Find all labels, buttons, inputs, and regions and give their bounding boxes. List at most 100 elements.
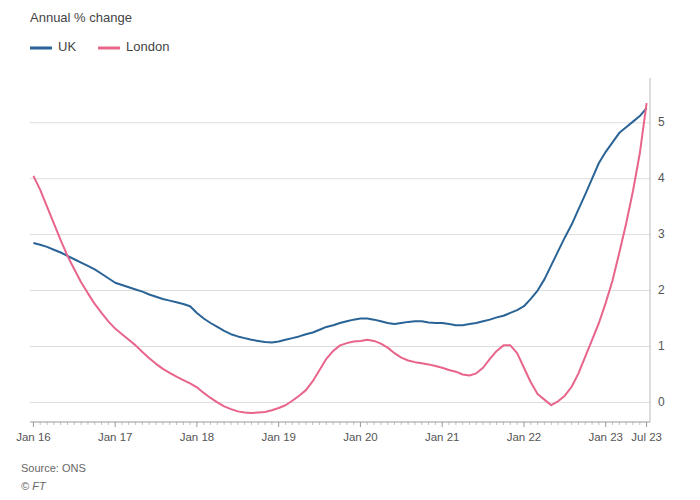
legend-label: London — [126, 39, 169, 54]
x-minor-tick — [551, 422, 552, 425]
x-tick — [646, 422, 647, 427]
x-minor-tick — [244, 422, 245, 425]
legend-swatch — [30, 47, 52, 50]
chart: 012345Jan 16Jan 17Jan 18Jan 19Jan 20Jan … — [0, 0, 700, 500]
x-minor-tick — [585, 422, 586, 425]
x-minor-tick — [408, 422, 409, 425]
x-minor-tick — [578, 422, 579, 425]
x-minor-tick — [612, 422, 613, 425]
x-minor-tick — [101, 422, 102, 425]
x-minor-tick — [319, 422, 320, 425]
x-minor-tick — [510, 422, 511, 425]
grid-line — [30, 122, 650, 123]
x-minor-tick — [428, 422, 429, 425]
x-minor-tick — [53, 422, 54, 425]
x-minor-tick — [394, 422, 395, 425]
x-minor-tick — [469, 422, 470, 425]
x-tick-label: Jan 16 — [16, 431, 51, 443]
x-minor-tick — [305, 422, 306, 425]
x-minor-tick — [401, 422, 402, 425]
x-minor-tick — [203, 422, 204, 425]
x-minor-tick — [598, 422, 599, 425]
x-minor-tick — [312, 422, 313, 425]
y-tick-label: 3 — [658, 227, 665, 241]
x-minor-tick — [285, 422, 286, 425]
x-minor-tick — [489, 422, 490, 425]
x-minor-tick — [421, 422, 422, 425]
x-minor-tick — [626, 422, 627, 425]
x-minor-tick — [380, 422, 381, 425]
x-minor-tick — [537, 422, 538, 425]
x-minor-tick — [367, 422, 368, 425]
x-minor-tick — [94, 422, 95, 425]
x-minor-tick — [558, 422, 559, 425]
x-minor-tick — [128, 422, 129, 425]
y-axis-label: Annual % change — [30, 10, 132, 25]
x-minor-tick — [190, 422, 191, 425]
y-tick-label: 4 — [658, 171, 665, 185]
x-tick-label: Jan 17 — [98, 431, 133, 443]
x-minor-tick — [230, 422, 231, 425]
source-note: Source: ONS — [21, 462, 86, 474]
y-tick-label: 0 — [658, 395, 665, 409]
x-minor-tick — [156, 422, 157, 425]
x-minor-tick — [292, 422, 293, 425]
x-minor-tick — [530, 422, 531, 425]
legend: UK London — [30, 39, 169, 54]
x-tick — [33, 422, 34, 427]
x-minor-tick — [210, 422, 211, 425]
legend-label: UK — [58, 39, 76, 54]
grid-line — [30, 178, 650, 179]
x-tick-label: Jan 21 — [425, 431, 460, 443]
x-minor-tick — [251, 422, 252, 425]
x-minor-tick — [592, 422, 593, 425]
x-minor-tick — [476, 422, 477, 425]
x-minor-tick — [67, 422, 68, 425]
lines — [33, 103, 646, 413]
x-minor-tick — [47, 422, 48, 425]
y-tick-label: 1 — [658, 339, 665, 353]
x-minor-tick — [162, 422, 163, 425]
x-minor-tick — [265, 422, 266, 425]
x-minor-tick — [374, 422, 375, 425]
x-tick-label: Jan 19 — [261, 431, 296, 443]
grid-line — [30, 234, 650, 235]
x-minor-tick — [483, 422, 484, 425]
x-tick — [360, 422, 361, 427]
x-tick — [442, 422, 443, 427]
x-minor-tick — [40, 422, 41, 425]
x-minor-tick — [435, 422, 436, 425]
y-axis-line — [650, 78, 651, 422]
x-minor-tick — [176, 422, 177, 425]
x-minor-tick — [455, 422, 456, 425]
page: {"chart_data": { "type": "line", "y_labe… — [0, 0, 700, 500]
x-minor-tick — [449, 422, 450, 425]
series-line — [33, 108, 646, 342]
x-minor-tick — [353, 422, 354, 425]
axes: 012345Jan 16Jan 17Jan 18Jan 19Jan 20Jan … — [16, 78, 665, 443]
x-minor-tick — [183, 422, 184, 425]
x-tick-label: Jul 23 — [631, 431, 662, 443]
x-minor-tick — [571, 422, 572, 425]
x-minor-tick — [142, 422, 143, 425]
x-minor-tick — [496, 422, 497, 425]
x-minor-tick — [271, 422, 272, 425]
x-minor-tick — [108, 422, 109, 425]
legend-swatch — [98, 47, 120, 50]
x-tick — [196, 422, 197, 427]
x-minor-tick — [414, 422, 415, 425]
x-minor-tick — [81, 422, 82, 425]
grid-line — [30, 290, 650, 291]
x-minor-tick — [258, 422, 259, 425]
x-minor-tick — [346, 422, 347, 425]
x-minor-tick — [74, 422, 75, 425]
y-tick-label: 5 — [658, 115, 665, 129]
series-line — [33, 103, 646, 413]
x-tick — [278, 422, 279, 427]
x-minor-tick — [340, 422, 341, 425]
x-minor-tick — [121, 422, 122, 425]
x-minor-tick — [632, 422, 633, 425]
x-tick — [115, 422, 116, 427]
x-tick — [605, 422, 606, 427]
x-minor-tick — [237, 422, 238, 425]
